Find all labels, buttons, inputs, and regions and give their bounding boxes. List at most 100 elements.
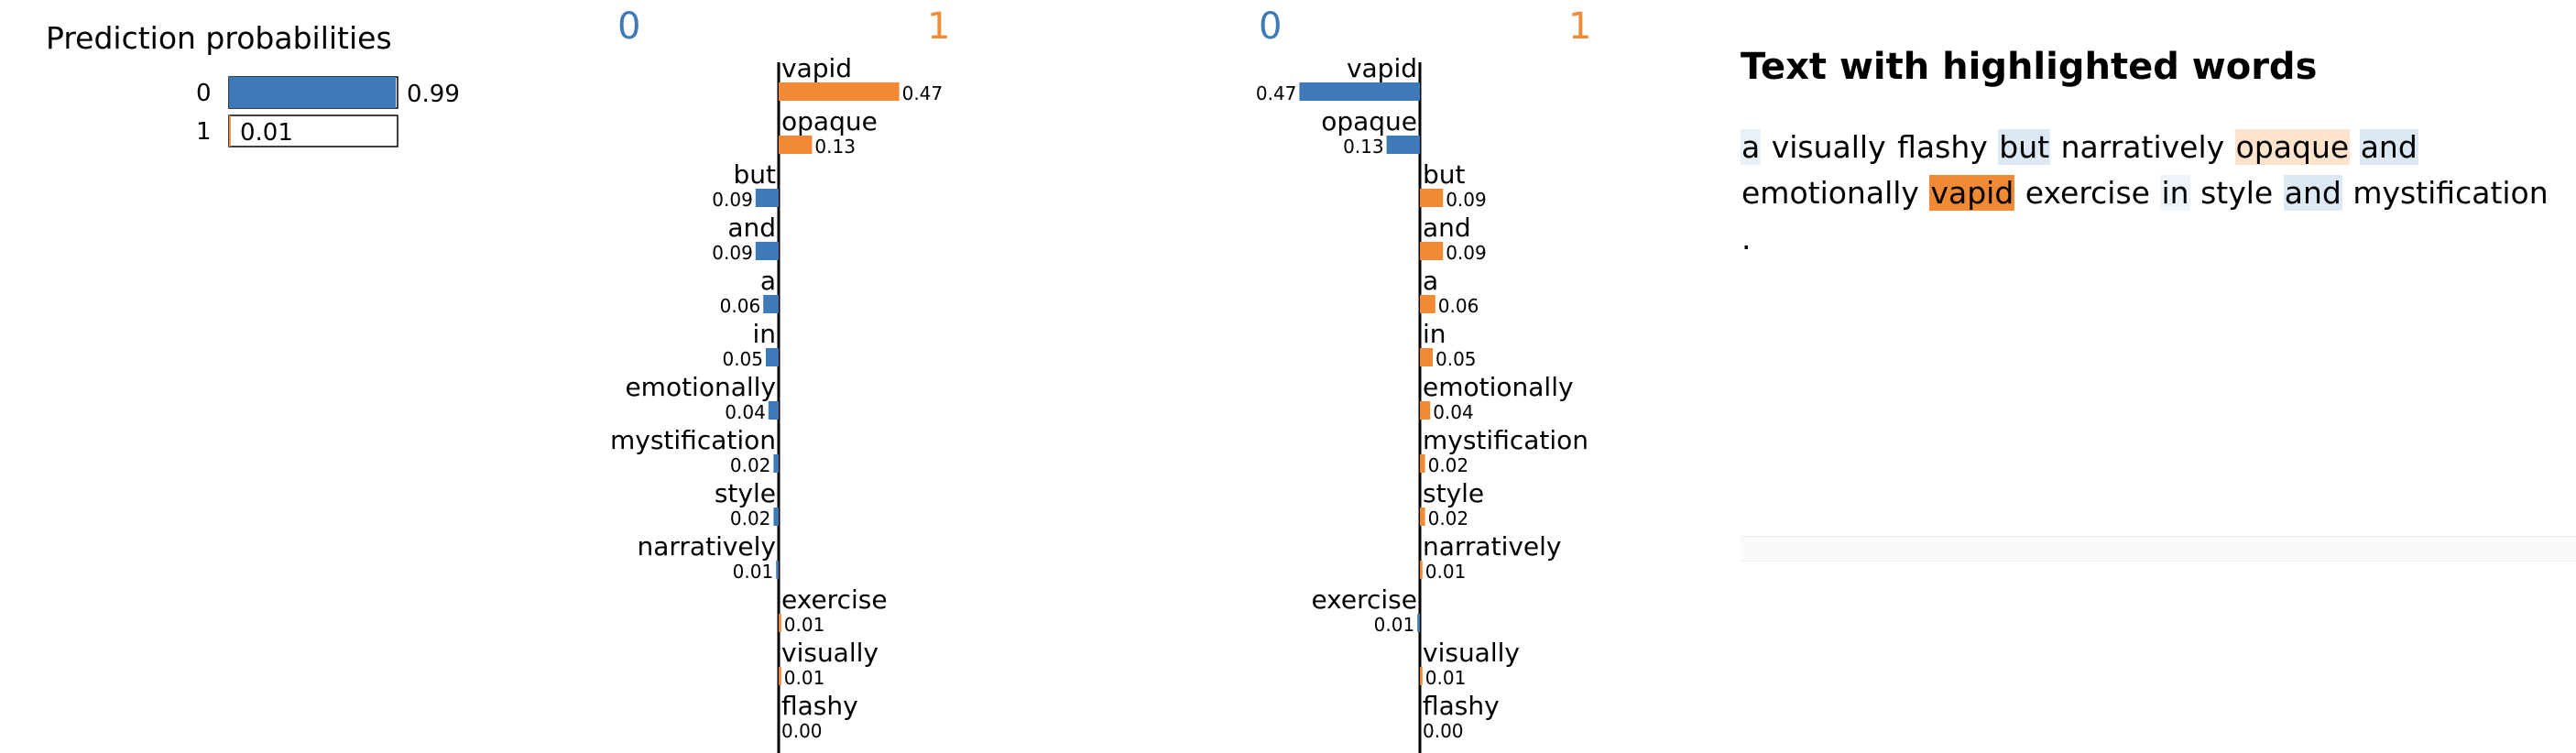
highlighted-word: mystification (2352, 175, 2549, 211)
weight-bar-opaque (779, 136, 813, 154)
feature-label: mystification (610, 425, 776, 455)
weight-bar-visually (779, 667, 781, 685)
chart-header-class-1: 1 (927, 5, 950, 48)
weight-value-label: 0.01 (1425, 667, 1467, 689)
highlighted-word: opaque (2234, 129, 2351, 165)
weight-value-label: 0.06 (720, 295, 761, 317)
highlighted-word: and (2283, 175, 2342, 211)
weight-bar-mystification (773, 454, 779, 473)
feature-label: flashy (781, 691, 858, 721)
weight-value-label: 0.01 (784, 667, 825, 689)
feature-label: flashy (1423, 691, 1500, 721)
weight-bar-exercise (1417, 614, 1420, 632)
weight-value-label: 0.01 (1374, 614, 1415, 636)
weight-value-label: 0.13 (814, 136, 856, 158)
weight-bar-style (773, 507, 779, 526)
feature-label: narratively (1423, 531, 1562, 562)
weight-bar-and (1420, 242, 1444, 260)
weight-value-label: 0.09 (712, 242, 753, 264)
weight-value-label: 0.00 (781, 720, 823, 742)
highlighted-text: a visually flashy but narratively opaque… (1741, 125, 2565, 262)
highlighted-word: but (1998, 129, 2051, 165)
highlighted-word: in (2160, 175, 2190, 211)
weight-value-label: 0.09 (1446, 189, 1487, 211)
weight-value-label: 0.05 (722, 348, 763, 370)
feature-label: a (760, 266, 776, 296)
weight-value-label: 0.09 (712, 189, 753, 211)
feature-label: and (727, 213, 776, 243)
highlighted-text-panel: Text with highlighted words a visually f… (1741, 46, 2565, 262)
feature-label: and (1423, 213, 1471, 243)
highlighted-word: vapid (1929, 175, 2015, 211)
feature-label: vapid (1347, 53, 1417, 83)
feature-label: exercise (781, 584, 888, 615)
chart-header-class-1: 1 (1568, 5, 1591, 48)
feature-label: exercise (1311, 584, 1417, 615)
weight-bar-vapid (779, 82, 900, 101)
probability-value: 0.99 (407, 81, 460, 108)
weight-bar-a (1420, 295, 1435, 313)
weight-bar-mystification (1420, 454, 1425, 473)
weight-value-label: 0.06 (1438, 295, 1479, 317)
weight-value-label: 0.02 (1428, 507, 1469, 529)
feature-label: in (752, 319, 776, 349)
weight-value-label: 0.02 (730, 507, 771, 529)
weight-bar-and (755, 242, 779, 260)
feature-label: but (734, 159, 777, 190)
weight-bar-narratively (1420, 561, 1423, 579)
probability-class-label: 0 (196, 80, 212, 107)
highlighted-word: flashy (1897, 129, 1988, 165)
probability-class-label: 1 (196, 118, 212, 146)
weight-value-label: 0.05 (1435, 348, 1477, 370)
highlighted-word: . (1741, 221, 1752, 256)
feature-weight-chart-class-1: 0 1vapid0.47opaque0.13but0.09and0.09a0.06… (610, 5, 950, 753)
weight-bar-visually (1420, 667, 1423, 685)
probabilities-title: Prediction probabilities (46, 20, 392, 56)
weight-value-label: 0.01 (784, 614, 825, 636)
feature-label: a (1423, 266, 1438, 296)
feature-label: style (1423, 478, 1484, 508)
weight-value-label: 0.01 (1425, 561, 1467, 583)
weight-value-label: 0.02 (1428, 454, 1469, 476)
feature-label: mystification (1423, 425, 1588, 455)
feature-label: vapid (781, 53, 852, 83)
weight-bar-emotionally (1420, 401, 1431, 420)
weight-bar-emotionally (768, 401, 779, 420)
weight-bar-a (763, 295, 779, 313)
weight-bar-but (755, 189, 779, 207)
prediction-probabilities-panel: Prediction probabilities 0 0.99 1 0.01 (46, 20, 460, 147)
feature-weight-chart-class-0: 0 1vapid0.47opaque0.13but0.09and0.09a0.06… (1256, 5, 1591, 753)
feature-label: visually (1423, 638, 1520, 668)
weight-value-label: 0.04 (725, 401, 766, 423)
weight-value-label: 0.47 (902, 82, 944, 104)
panel-divider (1741, 536, 2576, 562)
highlighted-word: a (1741, 129, 1762, 165)
feature-label: opaque (1321, 106, 1417, 136)
probability-bar-frame (228, 115, 398, 147)
weight-bar-vapid (1299, 82, 1420, 101)
weight-value-label: 0.13 (1343, 136, 1384, 158)
highlighted-word: emotionally (1741, 175, 1919, 211)
highlighted-word: visually (1771, 129, 1886, 165)
weight-value-label: 0.04 (1433, 401, 1474, 423)
weight-value-label: 0.47 (1256, 82, 1297, 104)
feature-label: style (715, 478, 776, 508)
weight-value-label: 0.00 (1423, 720, 1464, 742)
weight-bar-opaque (1386, 136, 1420, 154)
feature-label: narratively (638, 531, 777, 562)
probability-bar (229, 77, 397, 108)
feature-label: but (1423, 159, 1466, 190)
highlighted-word: and (2359, 129, 2418, 165)
feature-label: visually (781, 638, 879, 668)
chart-header-class-0: 0 (1259, 5, 1282, 48)
text-panel-title: Text with highlighted words (1741, 46, 2318, 88)
highlighted-word: exercise (2025, 175, 2150, 211)
probability-value: 0.01 (240, 119, 293, 147)
weight-value-label: 0.09 (1446, 242, 1487, 264)
weight-value-label: 0.01 (733, 561, 774, 583)
weight-bar-but (1420, 189, 1444, 207)
weight-bar-in (766, 348, 779, 366)
weight-bar-narratively (776, 561, 779, 579)
weight-value-label: 0.02 (730, 454, 771, 476)
feature-label: in (1423, 319, 1446, 349)
